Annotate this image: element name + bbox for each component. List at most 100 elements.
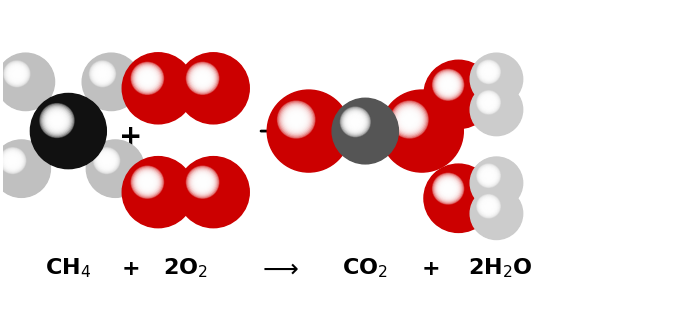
Ellipse shape bbox=[303, 126, 314, 136]
Ellipse shape bbox=[338, 104, 393, 158]
Ellipse shape bbox=[83, 54, 139, 110]
Ellipse shape bbox=[142, 176, 174, 208]
Ellipse shape bbox=[106, 160, 107, 161]
Ellipse shape bbox=[203, 182, 224, 203]
Ellipse shape bbox=[101, 154, 130, 183]
Ellipse shape bbox=[441, 182, 455, 196]
Ellipse shape bbox=[406, 116, 413, 123]
Ellipse shape bbox=[10, 68, 23, 80]
Ellipse shape bbox=[198, 178, 207, 187]
Ellipse shape bbox=[299, 121, 319, 141]
Ellipse shape bbox=[439, 179, 477, 217]
Ellipse shape bbox=[86, 140, 144, 197]
Ellipse shape bbox=[426, 166, 491, 231]
Ellipse shape bbox=[453, 89, 464, 100]
Ellipse shape bbox=[52, 115, 63, 126]
Ellipse shape bbox=[111, 81, 112, 82]
Ellipse shape bbox=[413, 122, 432, 140]
Ellipse shape bbox=[95, 66, 110, 81]
Ellipse shape bbox=[0, 56, 52, 108]
Ellipse shape bbox=[196, 72, 209, 85]
Ellipse shape bbox=[157, 191, 159, 193]
Ellipse shape bbox=[138, 69, 157, 88]
Ellipse shape bbox=[101, 72, 121, 92]
Ellipse shape bbox=[136, 171, 180, 213]
Ellipse shape bbox=[103, 156, 127, 181]
Ellipse shape bbox=[470, 53, 523, 105]
Ellipse shape bbox=[104, 158, 126, 179]
Ellipse shape bbox=[349, 116, 361, 128]
Ellipse shape bbox=[359, 125, 371, 137]
Ellipse shape bbox=[347, 114, 363, 130]
Ellipse shape bbox=[489, 206, 505, 221]
Ellipse shape bbox=[0, 146, 44, 191]
Ellipse shape bbox=[482, 200, 495, 212]
Ellipse shape bbox=[493, 210, 500, 217]
Ellipse shape bbox=[491, 208, 502, 219]
Ellipse shape bbox=[178, 53, 248, 123]
Ellipse shape bbox=[102, 156, 112, 166]
Ellipse shape bbox=[281, 105, 311, 134]
Ellipse shape bbox=[54, 117, 83, 145]
Ellipse shape bbox=[485, 69, 491, 75]
Ellipse shape bbox=[488, 101, 505, 118]
Ellipse shape bbox=[347, 113, 383, 149]
Ellipse shape bbox=[200, 180, 205, 184]
Ellipse shape bbox=[132, 62, 164, 94]
Ellipse shape bbox=[146, 77, 148, 79]
Ellipse shape bbox=[270, 93, 347, 169]
Ellipse shape bbox=[190, 66, 216, 91]
Ellipse shape bbox=[21, 77, 30, 86]
Ellipse shape bbox=[425, 165, 492, 232]
Ellipse shape bbox=[3, 61, 30, 87]
Ellipse shape bbox=[187, 165, 240, 219]
Ellipse shape bbox=[205, 183, 222, 201]
Ellipse shape bbox=[143, 74, 152, 83]
Ellipse shape bbox=[479, 166, 498, 185]
Ellipse shape bbox=[470, 188, 523, 239]
Ellipse shape bbox=[207, 82, 220, 95]
Ellipse shape bbox=[487, 173, 491, 178]
Ellipse shape bbox=[145, 179, 172, 206]
Ellipse shape bbox=[495, 78, 498, 81]
Ellipse shape bbox=[60, 123, 77, 140]
Ellipse shape bbox=[146, 181, 170, 204]
Ellipse shape bbox=[402, 112, 417, 127]
Ellipse shape bbox=[145, 75, 172, 102]
Ellipse shape bbox=[132, 62, 185, 115]
Ellipse shape bbox=[40, 104, 74, 137]
Ellipse shape bbox=[17, 164, 26, 173]
Ellipse shape bbox=[485, 202, 507, 225]
Ellipse shape bbox=[477, 91, 500, 114]
Ellipse shape bbox=[32, 95, 104, 167]
Ellipse shape bbox=[285, 108, 333, 155]
Ellipse shape bbox=[155, 86, 161, 91]
Ellipse shape bbox=[102, 72, 120, 91]
Ellipse shape bbox=[152, 186, 164, 198]
Ellipse shape bbox=[99, 70, 123, 94]
Ellipse shape bbox=[365, 130, 366, 132]
Ellipse shape bbox=[482, 66, 510, 93]
Ellipse shape bbox=[136, 170, 159, 194]
Ellipse shape bbox=[19, 75, 32, 88]
Ellipse shape bbox=[13, 69, 38, 95]
Ellipse shape bbox=[272, 95, 345, 167]
Ellipse shape bbox=[402, 112, 441, 151]
Ellipse shape bbox=[212, 86, 215, 90]
Ellipse shape bbox=[494, 107, 499, 112]
Ellipse shape bbox=[88, 142, 142, 195]
Ellipse shape bbox=[13, 70, 20, 77]
Ellipse shape bbox=[448, 84, 469, 105]
Ellipse shape bbox=[475, 162, 517, 204]
Ellipse shape bbox=[334, 100, 397, 162]
Ellipse shape bbox=[363, 129, 367, 133]
Ellipse shape bbox=[473, 160, 519, 206]
Ellipse shape bbox=[392, 102, 427, 137]
Ellipse shape bbox=[438, 76, 457, 94]
Ellipse shape bbox=[485, 173, 491, 179]
Ellipse shape bbox=[145, 180, 150, 184]
Ellipse shape bbox=[21, 168, 22, 169]
Ellipse shape bbox=[301, 124, 316, 138]
Ellipse shape bbox=[333, 99, 397, 163]
Ellipse shape bbox=[342, 108, 370, 136]
